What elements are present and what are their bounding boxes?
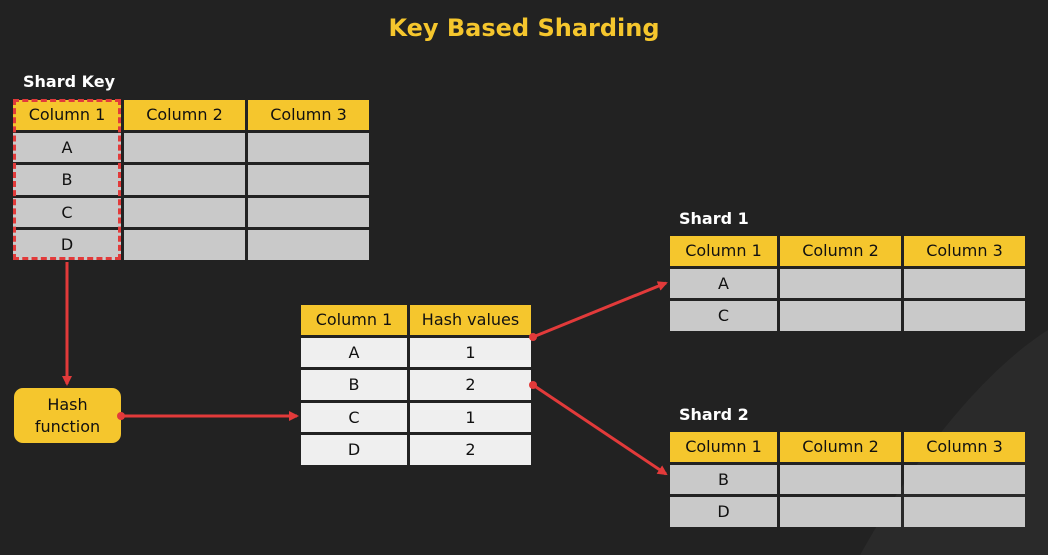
shard-2-header-row: Column 1 Column 2 Column 3: [670, 432, 1025, 462]
table-cell: D: [13, 230, 121, 260]
table-cell: [248, 132, 369, 162]
table-cell: C: [301, 402, 407, 432]
source-table-header-row: Column 1 Column 2 Column 3: [13, 100, 369, 130]
shard-2-header-column-2: Column 2: [780, 432, 901, 462]
table-row: D: [13, 230, 369, 260]
table-cell: C: [13, 197, 121, 227]
shard-key-highlight: [13, 99, 121, 260]
table-row: A: [670, 268, 1025, 298]
table-row: B: [13, 165, 369, 195]
table-row: A 1: [301, 337, 531, 367]
source-table: Column 1 Column 2 Column 3 A B C D: [10, 97, 372, 263]
table-row: C: [670, 301, 1025, 331]
table-cell: [904, 497, 1025, 527]
table-cell: [780, 464, 901, 494]
table-cell: [780, 301, 901, 331]
table-cell: 2: [410, 435, 531, 465]
table-row: C 1: [301, 402, 531, 432]
table-row: D 2: [301, 435, 531, 465]
shard-1-header-column-3: Column 3: [904, 236, 1025, 266]
table-row: B 2: [301, 370, 531, 400]
table-cell: [124, 132, 245, 162]
table-cell: [904, 301, 1025, 331]
hash-table: Column 1 Hash values A 1 B 2 C 1 D 2: [298, 302, 534, 468]
shard-1-header-column-2: Column 2: [780, 236, 901, 266]
table-cell: [904, 464, 1025, 494]
table-cell: D: [670, 497, 777, 527]
shard-1-header-column-1: Column 1: [670, 236, 777, 266]
table-cell: [248, 165, 369, 195]
table-row: D: [670, 497, 1025, 527]
table-cell: A: [13, 132, 121, 162]
table-cell: [124, 197, 245, 227]
table-cell: 1: [410, 402, 531, 432]
table-cell: B: [301, 370, 407, 400]
table-cell: B: [670, 464, 777, 494]
table-cell: [248, 230, 369, 260]
table-cell: A: [301, 337, 407, 367]
table-cell: A: [670, 268, 777, 298]
shard-2-header-column-3: Column 3: [904, 432, 1025, 462]
source-header-column-2: Column 2: [124, 100, 245, 130]
shard-1-header-row: Column 1 Column 2 Column 3: [670, 236, 1025, 266]
shard-2-label: Shard 2: [679, 405, 749, 424]
table-cell: 2: [410, 370, 531, 400]
table-cell: B: [13, 165, 121, 195]
hash-function-box: Hash function: [14, 388, 121, 443]
shard-2-header-column-1: Column 1: [670, 432, 777, 462]
table-row: C: [13, 197, 369, 227]
shard-1-table: Column 1 Column 2 Column 3 A C: [667, 233, 1028, 334]
diagram-title: Key Based Sharding: [388, 14, 660, 42]
table-cell: [248, 197, 369, 227]
shard-1-label: Shard 1: [679, 209, 749, 228]
table-cell: C: [670, 301, 777, 331]
table-cell: D: [301, 435, 407, 465]
table-row: A: [13, 132, 369, 162]
table-row: B: [670, 464, 1025, 494]
hash-header-hash-values: Hash values: [410, 305, 531, 335]
table-cell: [780, 497, 901, 527]
hash-header-column-1: Column 1: [301, 305, 407, 335]
source-header-column-1: Column 1: [13, 100, 121, 130]
table-cell: [124, 230, 245, 260]
source-header-column-3: Column 3: [248, 100, 369, 130]
table-cell: 1: [410, 337, 531, 367]
table-cell: [904, 268, 1025, 298]
table-cell: [124, 165, 245, 195]
shard-2-table: Column 1 Column 2 Column 3 B D: [667, 429, 1028, 530]
table-cell: [780, 268, 901, 298]
shard-key-label: Shard Key: [23, 72, 116, 91]
hash-table-header-row: Column 1 Hash values: [301, 305, 531, 335]
